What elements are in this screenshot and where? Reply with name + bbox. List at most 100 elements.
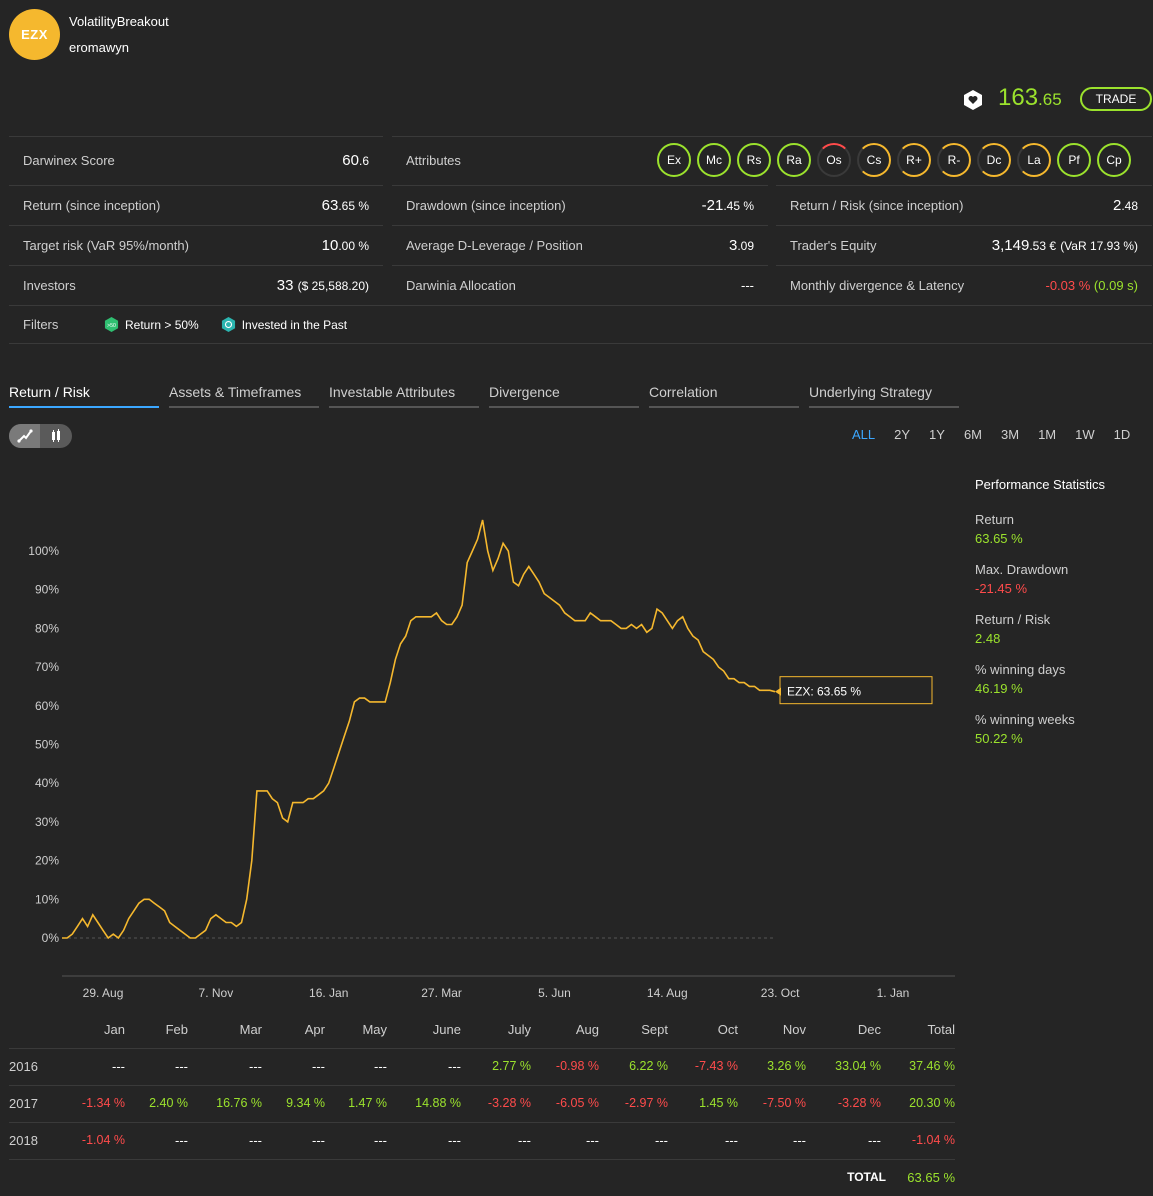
tab-correlation[interactable]: Correlation bbox=[649, 384, 799, 408]
month-return-cell: --- bbox=[518, 1133, 531, 1148]
line-chart-icon[interactable] bbox=[9, 424, 40, 448]
attribute-cs[interactable]: Cs bbox=[857, 143, 891, 177]
drawdown-value: -21.45 % bbox=[701, 196, 754, 214]
month-header: Jan bbox=[104, 1022, 125, 1037]
month-header: Feb bbox=[165, 1022, 188, 1037]
month-return-cell: --- bbox=[249, 1133, 262, 1148]
month-return-cell: --- bbox=[112, 1059, 125, 1074]
range-1w[interactable]: 1W bbox=[1075, 427, 1095, 442]
range-all[interactable]: ALL bbox=[852, 427, 876, 442]
month-header: Apr bbox=[304, 1022, 325, 1037]
tab-assets-timeframes[interactable]: Assets & Timeframes bbox=[169, 384, 319, 408]
range-1d[interactable]: 1D bbox=[1113, 427, 1131, 442]
divergence-label: Monthly divergence & Latency bbox=[790, 277, 965, 293]
range-2y[interactable]: 2Y bbox=[894, 427, 911, 442]
chart-type-toggle[interactable] bbox=[9, 424, 72, 448]
attribute-dc[interactable]: Dc bbox=[977, 143, 1011, 177]
attribute-la[interactable]: La bbox=[1017, 143, 1051, 177]
month-return-cell: 3.26 % bbox=[767, 1059, 806, 1073]
attribute-ra[interactable]: Ra bbox=[777, 143, 811, 177]
range-1y[interactable]: 1Y bbox=[929, 427, 945, 442]
y-tick-label: 40% bbox=[35, 776, 59, 790]
tooltip-text: EZX: 63.65 % bbox=[787, 685, 861, 699]
divergence-cell: Monthly divergence & Latency -0.03 % (0.… bbox=[776, 265, 1152, 304]
return-50-icon: >50 bbox=[104, 317, 119, 332]
trade-button[interactable]: TRADE bbox=[1080, 87, 1152, 111]
perf-winning-days: % winning days 46.19 % bbox=[975, 662, 1066, 696]
heart-shield-icon[interactable] bbox=[962, 89, 984, 111]
table-divider bbox=[9, 1048, 955, 1049]
month-header: Dec bbox=[857, 1022, 881, 1037]
range-1m[interactable]: 1M bbox=[1038, 427, 1057, 442]
month-return-cell: --- bbox=[175, 1133, 188, 1148]
month-return-cell: --- bbox=[312, 1059, 325, 1074]
leverage-cell: Average D-Leverage / Position 3.09 bbox=[392, 225, 768, 264]
total-value: 63.65 % bbox=[907, 1170, 955, 1185]
perf-return: Return 63.65 % bbox=[975, 512, 1023, 546]
x-tick-label: 7. Nov bbox=[199, 986, 234, 1000]
month-header: June bbox=[432, 1022, 461, 1037]
range-6m[interactable]: 6M bbox=[963, 427, 983, 442]
month-header: Aug bbox=[575, 1022, 599, 1037]
darwinex-score-label: Darwinex Score bbox=[23, 152, 115, 168]
month-return-cell: -7.43 % bbox=[694, 1059, 738, 1073]
attribute-rs[interactable]: Rs bbox=[737, 143, 771, 177]
tab-investable-attributes[interactable]: Investable Attributes bbox=[329, 384, 479, 408]
return-cell: Return (since inception) 63.65 % bbox=[9, 185, 383, 224]
month-return-cell: 20.30 % bbox=[909, 1096, 955, 1110]
trader-name[interactable]: eromawyn bbox=[69, 40, 129, 55]
performance-title: Performance Statistics bbox=[975, 477, 1106, 492]
investors-label: Investors bbox=[23, 277, 76, 293]
month-return-cell: 16.76 % bbox=[216, 1096, 262, 1110]
filter-return-badge[interactable]: >50 Return > 50% bbox=[104, 317, 199, 332]
x-tick-label: 1. Jan bbox=[877, 986, 910, 1000]
tab-underlying-strategy[interactable]: Underlying Strategy bbox=[809, 384, 959, 408]
y-tick-label: 100% bbox=[28, 544, 59, 558]
attribute-ex[interactable]: Ex bbox=[657, 143, 691, 177]
strategy-name[interactable]: VolatilityBreakout bbox=[69, 14, 169, 29]
target-risk-label: Target risk (VaR 95%/month) bbox=[23, 237, 189, 253]
attribute-cp[interactable]: Cp bbox=[1097, 143, 1131, 177]
range-3m[interactable]: 3M bbox=[1001, 427, 1020, 442]
darwinia-value: --- bbox=[741, 277, 754, 293]
attribute-r-plus[interactable]: R+ bbox=[897, 143, 931, 177]
attribute-pf[interactable]: Pf bbox=[1057, 143, 1091, 177]
month-return-cell: 2.40 % bbox=[149, 1096, 188, 1110]
table-divider bbox=[9, 1085, 955, 1086]
svg-text:>50: >50 bbox=[107, 323, 116, 329]
darwinex-score-value: 60.6 bbox=[342, 151, 369, 169]
return-chart[interactable]: 0% 10% 20% 30% 40% 50% 60% 70% 80% 90% 100% 29. Aug… bbox=[0, 455, 960, 1010]
x-tick-label: 5. Jun bbox=[538, 986, 571, 1000]
y-tick-label: 0% bbox=[42, 931, 60, 945]
darwinia-cell: Darwinia Allocation --- bbox=[392, 265, 768, 304]
return-risk-label: Return / Risk (since inception) bbox=[790, 197, 964, 213]
logo-text: EZX bbox=[21, 27, 48, 42]
month-return-cell: 2.77 % bbox=[492, 1059, 531, 1073]
perf-max-drawdown: Max. Drawdown -21.45 % bbox=[975, 562, 1069, 596]
perf-return-risk: Return / Risk 2.48 bbox=[975, 612, 1051, 646]
filters-label: Filters bbox=[23, 317, 59, 332]
month-return-cell: -1.34 % bbox=[81, 1096, 125, 1110]
month-header: May bbox=[362, 1022, 387, 1037]
month-return-cell: 37.46 % bbox=[909, 1059, 955, 1073]
equity-value: 3,149.53 € (VaR 17.93 %) bbox=[991, 236, 1138, 254]
tab-return-risk[interactable]: Return / Risk bbox=[9, 384, 159, 408]
attribute-r-minus[interactable]: R- bbox=[937, 143, 971, 177]
equity-cell: Trader's Equity 3,149.53 € (VaR 17.93 %) bbox=[776, 225, 1152, 264]
filter-return-label: Return > 50% bbox=[125, 317, 199, 332]
x-tick-label: 14. Aug bbox=[647, 986, 688, 1000]
month-return-cell: 33.04 % bbox=[835, 1059, 881, 1073]
filter-invested-badge[interactable]: Invested in the Past bbox=[221, 317, 347, 332]
month-header: Oct bbox=[717, 1022, 738, 1037]
attribute-os[interactable]: Os bbox=[817, 143, 851, 177]
tooltip-pointer bbox=[775, 687, 781, 696]
attribute-mc[interactable]: Mc bbox=[697, 143, 731, 177]
month-return-cell: 1.47 % bbox=[348, 1096, 387, 1110]
tab-divergence[interactable]: Divergence bbox=[489, 384, 639, 408]
month-return-cell: --- bbox=[868, 1133, 881, 1148]
month-return-cell: --- bbox=[448, 1133, 461, 1148]
y-tick-label: 90% bbox=[35, 583, 59, 597]
range-selector: ALL 2Y 1Y 6M 3M 1M 1W 1D bbox=[833, 427, 1130, 442]
candlestick-icon[interactable] bbox=[40, 424, 71, 448]
x-tick-label: 23. Oct bbox=[761, 986, 800, 1000]
